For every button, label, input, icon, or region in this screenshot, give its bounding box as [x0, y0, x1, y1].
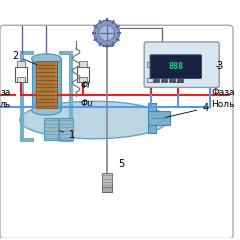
Bar: [148, 111, 170, 125]
Bar: [59, 118, 73, 140]
Ellipse shape: [32, 105, 61, 115]
Text: 5: 5: [119, 159, 125, 169]
Text: ль: ль: [0, 100, 11, 109]
Bar: [148, 103, 156, 111]
Bar: [174, 78, 182, 83]
Bar: [37, 61, 55, 108]
Bar: [146, 65, 156, 83]
Bar: [161, 78, 167, 83]
Text: 1: 1: [60, 130, 75, 140]
Bar: [102, 184, 112, 192]
FancyBboxPatch shape: [150, 55, 201, 78]
FancyBboxPatch shape: [144, 42, 219, 87]
Bar: [17, 61, 25, 67]
Bar: [79, 77, 87, 83]
Bar: [174, 62, 182, 67]
Bar: [17, 77, 25, 83]
Bar: [102, 38, 112, 46]
Bar: [173, 65, 183, 83]
Bar: [169, 78, 175, 83]
Text: 2: 2: [12, 51, 37, 65]
Bar: [36, 61, 57, 108]
Text: Ноль: Ноль: [211, 100, 235, 109]
FancyBboxPatch shape: [0, 25, 233, 239]
Text: Φu: Φu: [81, 99, 94, 108]
Bar: [177, 78, 183, 83]
Bar: [102, 173, 112, 187]
Bar: [44, 118, 58, 140]
Bar: [147, 78, 155, 83]
Circle shape: [99, 25, 114, 41]
Circle shape: [94, 20, 120, 46]
Text: за: за: [0, 88, 10, 97]
Bar: [153, 78, 159, 83]
Bar: [147, 62, 155, 67]
Bar: [79, 61, 87, 67]
Ellipse shape: [20, 101, 168, 139]
Text: Фаза: Фаза: [211, 88, 235, 97]
Bar: [77, 67, 89, 83]
Ellipse shape: [32, 54, 61, 64]
Text: 4: 4: [166, 103, 209, 117]
Bar: [15, 67, 27, 83]
Bar: [32, 59, 61, 110]
Bar: [148, 125, 156, 133]
Text: Φi: Φi: [81, 81, 90, 90]
Text: 888: 888: [168, 62, 183, 71]
Text: 3: 3: [216, 61, 222, 71]
